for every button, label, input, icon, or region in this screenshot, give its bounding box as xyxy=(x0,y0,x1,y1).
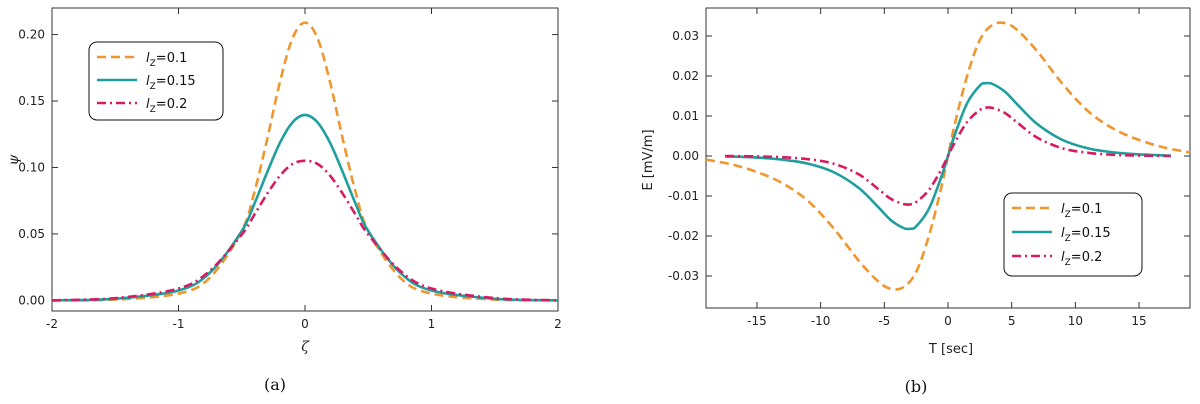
legend-b: lZ=0.1 lZ=0.15 lZ=0.2 xyxy=(1003,192,1143,277)
y-axis-label-a: ψ xyxy=(6,153,22,165)
y-tick-label: 0.03 xyxy=(672,29,699,43)
caption-b: (b) xyxy=(905,377,928,396)
legend-label: lZ=0.15 xyxy=(1061,226,1111,244)
x-tick-label: 15 xyxy=(1131,314,1146,328)
series-group-b xyxy=(705,21,1191,291)
series-line-l-z-0-15 xyxy=(51,113,559,302)
x-tick-label: 0 xyxy=(301,317,309,331)
tick-labels-b: -15 -10 -5 0 5 10 15 -0.03 -0.02 -0.01 0.00 0.01 0.0… xyxy=(668,29,1147,328)
chart-panel-b: -15 -10 -5 0 5 10 15 -0.03 -0.02 -0.01 0.00 0.01 0.0… xyxy=(641,7,1191,396)
y-tick-label: 0.20 xyxy=(18,28,45,42)
series-line-l-z-0-1 xyxy=(51,21,559,302)
y-tick-label: -0.01 xyxy=(668,189,699,203)
caption-a: (a) xyxy=(264,375,286,394)
legend-box-a xyxy=(88,41,224,121)
legend-label: lZ=0.1 xyxy=(1061,202,1102,220)
x-tick-label: -1 xyxy=(173,317,185,331)
x-tick-label: -5 xyxy=(878,314,890,328)
x-axis-label-b: T [sec] xyxy=(928,342,973,357)
y-axis-label-b: E [mV/m] xyxy=(641,129,656,190)
chart-panel-a: -2 -1 0 1 20.000.050.100.150.20 ψ ζ lZ=0.1lZ… xyxy=(6,7,562,394)
x-tick-label: 1 xyxy=(428,317,436,331)
y-tick-label: 0.10 xyxy=(18,160,45,174)
x-axis-label-a: ζ xyxy=(301,339,310,355)
axis-ticks-b xyxy=(706,8,1190,308)
tick-labels-a: -2 -1 0 1 2 0.00 0.05 0.10 0.15 0.20 xyxy=(18,28,562,331)
legend-a: lZ=0.1 lZ=0.15 lZ=0.2 xyxy=(88,41,224,121)
y-tick-label: 0.02 xyxy=(672,69,699,83)
x-tick-label: 5 xyxy=(1008,314,1016,328)
x-tick-label: 0 xyxy=(944,314,952,328)
legend-label: lZ=0.15 xyxy=(146,74,196,92)
x-tick-label: 2 xyxy=(554,317,562,331)
series-line-l-z-0-2 xyxy=(725,106,1171,206)
legend-label: lZ=0.2 xyxy=(146,97,187,115)
y-tick-label: 0.01 xyxy=(672,109,699,123)
series-line-l-z-0-2 xyxy=(51,159,559,302)
legend-label: lZ=0.2 xyxy=(1061,250,1102,268)
x-tick-label: -15 xyxy=(747,314,767,328)
y-tick-label: 0.00 xyxy=(18,293,45,307)
x-tick-label: -2 xyxy=(46,317,58,331)
y-tick-label: 0.00 xyxy=(672,149,699,163)
y-tick-label: 0.05 xyxy=(18,227,45,241)
x-tick-label: 10 xyxy=(1068,314,1083,328)
y-tick-label: 0.15 xyxy=(18,94,45,108)
y-tick-label: -0.03 xyxy=(668,269,699,283)
legend-label: lZ=0.1 xyxy=(146,51,187,69)
x-tick-label: -10 xyxy=(811,314,831,328)
y-tick-label: -0.02 xyxy=(668,229,699,243)
series-group-a xyxy=(51,21,559,302)
